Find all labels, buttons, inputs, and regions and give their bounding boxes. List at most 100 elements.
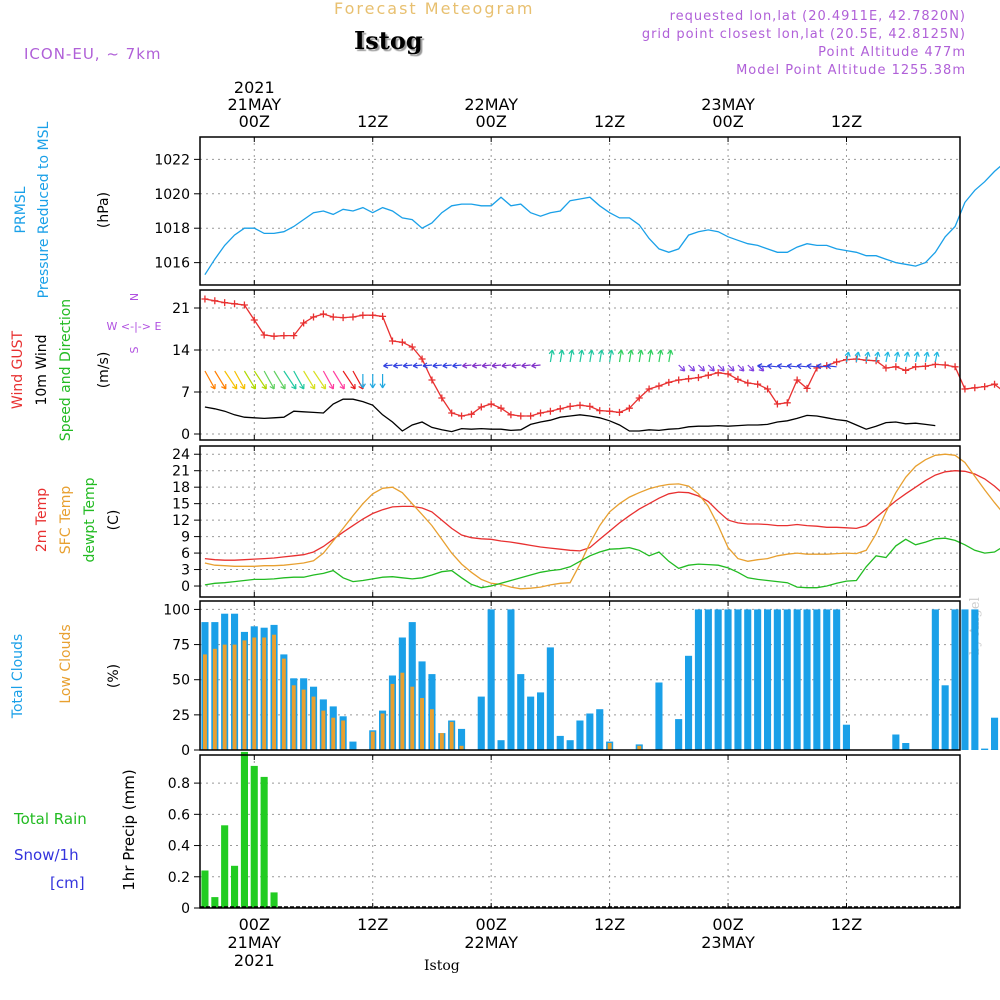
compass-west-east: W <-|-> E [107, 320, 162, 333]
gust-marker [290, 332, 298, 340]
wind-direction-arrow [332, 370, 345, 390]
wind-direction-arrow [369, 374, 376, 389]
total-cloud-bar [892, 734, 900, 750]
gust-marker [665, 378, 673, 386]
bottom-time-label: 12Z [594, 915, 625, 934]
y-tick-label: 21 [172, 464, 190, 480]
wind-direction-arrow [359, 374, 366, 389]
y-tick-label: 100 [163, 602, 190, 618]
pressure-label-long: Pressure Reduced to MSL [36, 121, 52, 298]
series-line-10m-wind [204, 398, 936, 433]
wind-direction-arrow [637, 349, 644, 363]
wind-direction-arrow [392, 362, 403, 369]
wind-direction-arrow [402, 362, 413, 369]
low-cloud-bar [222, 644, 227, 750]
wind-direction-arrow [874, 351, 881, 363]
low-cloud-bar [449, 721, 454, 750]
total-cloud-bar [537, 692, 545, 750]
total-cloud-bar [477, 696, 485, 750]
series-line-prmsl [204, 165, 1000, 276]
gust-marker [685, 375, 693, 383]
wind-direction-arrow [322, 370, 335, 390]
panel-frame-temp [199, 445, 961, 598]
low-cloud-bar [311, 696, 316, 750]
gust-marker [497, 404, 505, 412]
y-tick-label: 24 [172, 447, 190, 463]
gust-marker [310, 313, 318, 321]
y-tick-label: 15 [172, 497, 190, 513]
rain-bar [260, 776, 268, 908]
wind-direction-arrow [806, 363, 817, 370]
rain-bar [201, 870, 209, 908]
low-cloud-bar [301, 689, 306, 750]
rain-bar [221, 825, 229, 908]
wind-direction-arrow [717, 364, 725, 372]
wind-direction-arrow [786, 363, 798, 370]
series-line-2m-temp [204, 470, 1000, 561]
gust-marker [783, 399, 791, 407]
compass-south: S [128, 346, 141, 353]
low-cloud-bar [459, 745, 464, 750]
y-tick-label: 1016 [154, 256, 190, 272]
low-cloud-bar [430, 709, 434, 750]
wind-direction-arrow [568, 349, 575, 363]
total-cloud-bar [458, 728, 466, 750]
gust-marker [921, 362, 929, 370]
total-cloud-bar [941, 685, 949, 750]
model-altitude: Model Point Altitude 1255.38m [736, 63, 966, 78]
gust-marker [803, 384, 811, 392]
wind-direction-arrow [214, 370, 227, 390]
total-cloud-bar [961, 609, 969, 750]
gust-marker [438, 394, 446, 402]
wind-direction-arrow [471, 362, 482, 369]
gust-marker [833, 358, 841, 366]
wind-direction-arrow [578, 349, 585, 363]
snow-label: Snow/1h [14, 846, 79, 864]
low-cloud-bar [232, 644, 237, 750]
wind-direction-arrow [707, 364, 715, 372]
low-cloud-bar [420, 698, 424, 750]
bottom-station-name: Istog [424, 958, 460, 974]
low-cloud-bar [439, 733, 444, 750]
gust-marker [280, 332, 288, 340]
gust-marker [773, 400, 781, 408]
total-cloud-bar [803, 609, 811, 750]
y-tick-label: 0 [181, 901, 190, 917]
wind-direction-arrow [234, 370, 246, 390]
total-cloud-bar [546, 647, 554, 750]
wind-direction-arrow [913, 351, 920, 363]
wind-direction-arrow [558, 349, 565, 363]
gust-marker [704, 371, 712, 379]
pressure-label-short: PRMSL [13, 186, 29, 233]
wind-direction-arrow [379, 374, 386, 389]
y-tick-label: 9 [181, 530, 190, 546]
wind-direction-arrow [688, 364, 696, 372]
gust-marker [467, 410, 475, 418]
y-tick-label: 21 [172, 301, 190, 317]
pressure-unit-label: (hPa) [96, 192, 112, 228]
total-cloud-bar [783, 609, 791, 750]
total-cloud-bar [527, 696, 535, 750]
low-cloud-bar [291, 685, 296, 750]
panel-frame-clouds [199, 600, 961, 751]
low-cloud-bar [262, 637, 267, 750]
y-tick-label: 0.2 [168, 870, 190, 886]
gridpoint-coords: grid point closest lon,lat (20.5E, 42.81… [641, 27, 966, 42]
low-cloud-bar [637, 745, 642, 750]
temp-2m-label: 2m Temp [34, 488, 50, 552]
panel-frame-precip [199, 754, 961, 909]
top-time-label: 21MAY [227, 95, 281, 114]
wind-direction-arrow [224, 370, 238, 390]
model-name: ICON-EU, ~ 7km [24, 45, 162, 63]
wind-direction-arrow [627, 349, 634, 363]
gust-marker [625, 404, 633, 412]
total-cloud-bar [754, 609, 762, 750]
gust-marker [902, 366, 910, 374]
gust-marker [951, 363, 959, 371]
gust-marker [250, 316, 258, 324]
wind-direction-arrow [894, 351, 901, 363]
top-time-label: 00Z [712, 112, 743, 131]
bottom-time-label: 12Z [357, 915, 388, 934]
total-cloud-bar [813, 609, 821, 750]
wind-direction-arrow [432, 362, 442, 369]
